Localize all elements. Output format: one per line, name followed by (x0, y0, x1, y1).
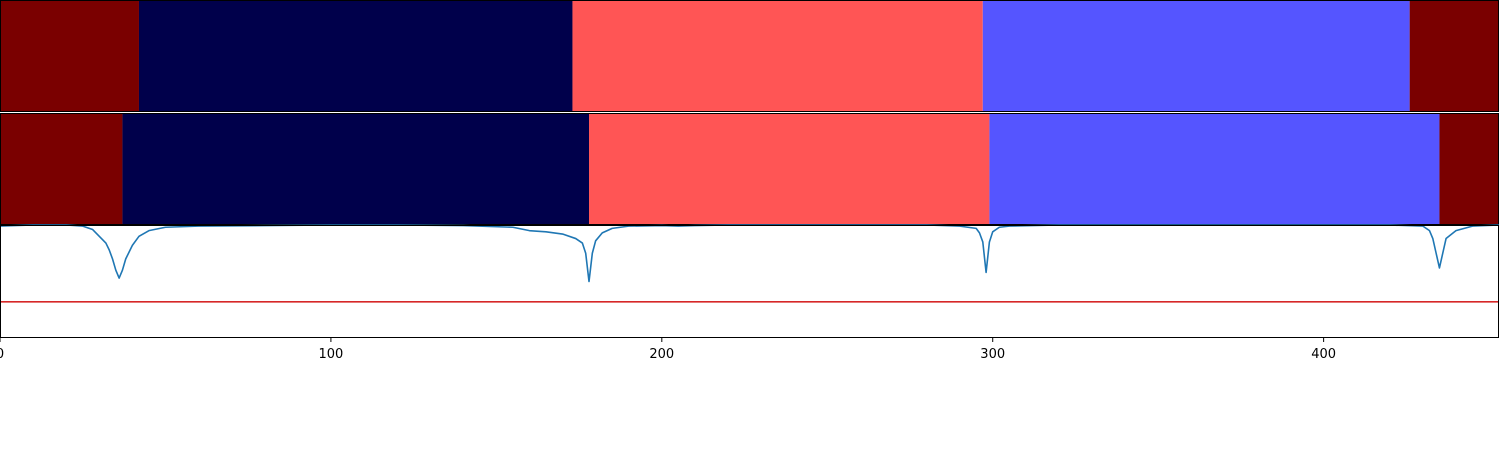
x-axis: 0 100 200 300 400 (0, 338, 1336, 362)
line-plot-frame (0, 225, 1499, 338)
heatmap-strip-bottom (0, 113, 1499, 225)
strip2-segment-1 (122, 113, 590, 225)
strip2-segment-4 (1439, 113, 1499, 225)
strip2-segment-0 (0, 113, 123, 225)
heatmap-strip-top (0, 0, 1499, 112)
strip1-segment-3 (982, 0, 1410, 112)
strip1-segment-1 (138, 0, 573, 112)
line-plot (0, 224, 1500, 303)
strip1-segment-2 (572, 0, 983, 112)
strip1-segment-4 (1409, 0, 1499, 112)
x-tick-label-100: 100 (318, 347, 343, 362)
x-tick-label-300: 300 (980, 347, 1005, 362)
strip2-segment-2 (589, 113, 990, 225)
x-tick-label-400: 400 (1311, 347, 1336, 362)
heatmap-strip-top-frame (0, 0, 1499, 112)
x-tick-label-0: 0 (0, 347, 4, 362)
series-line-0 (0, 224, 1500, 283)
strip1-segment-0 (0, 0, 139, 112)
x-tick-label-200: 200 (649, 347, 674, 362)
strip2-segment-3 (989, 113, 1440, 225)
